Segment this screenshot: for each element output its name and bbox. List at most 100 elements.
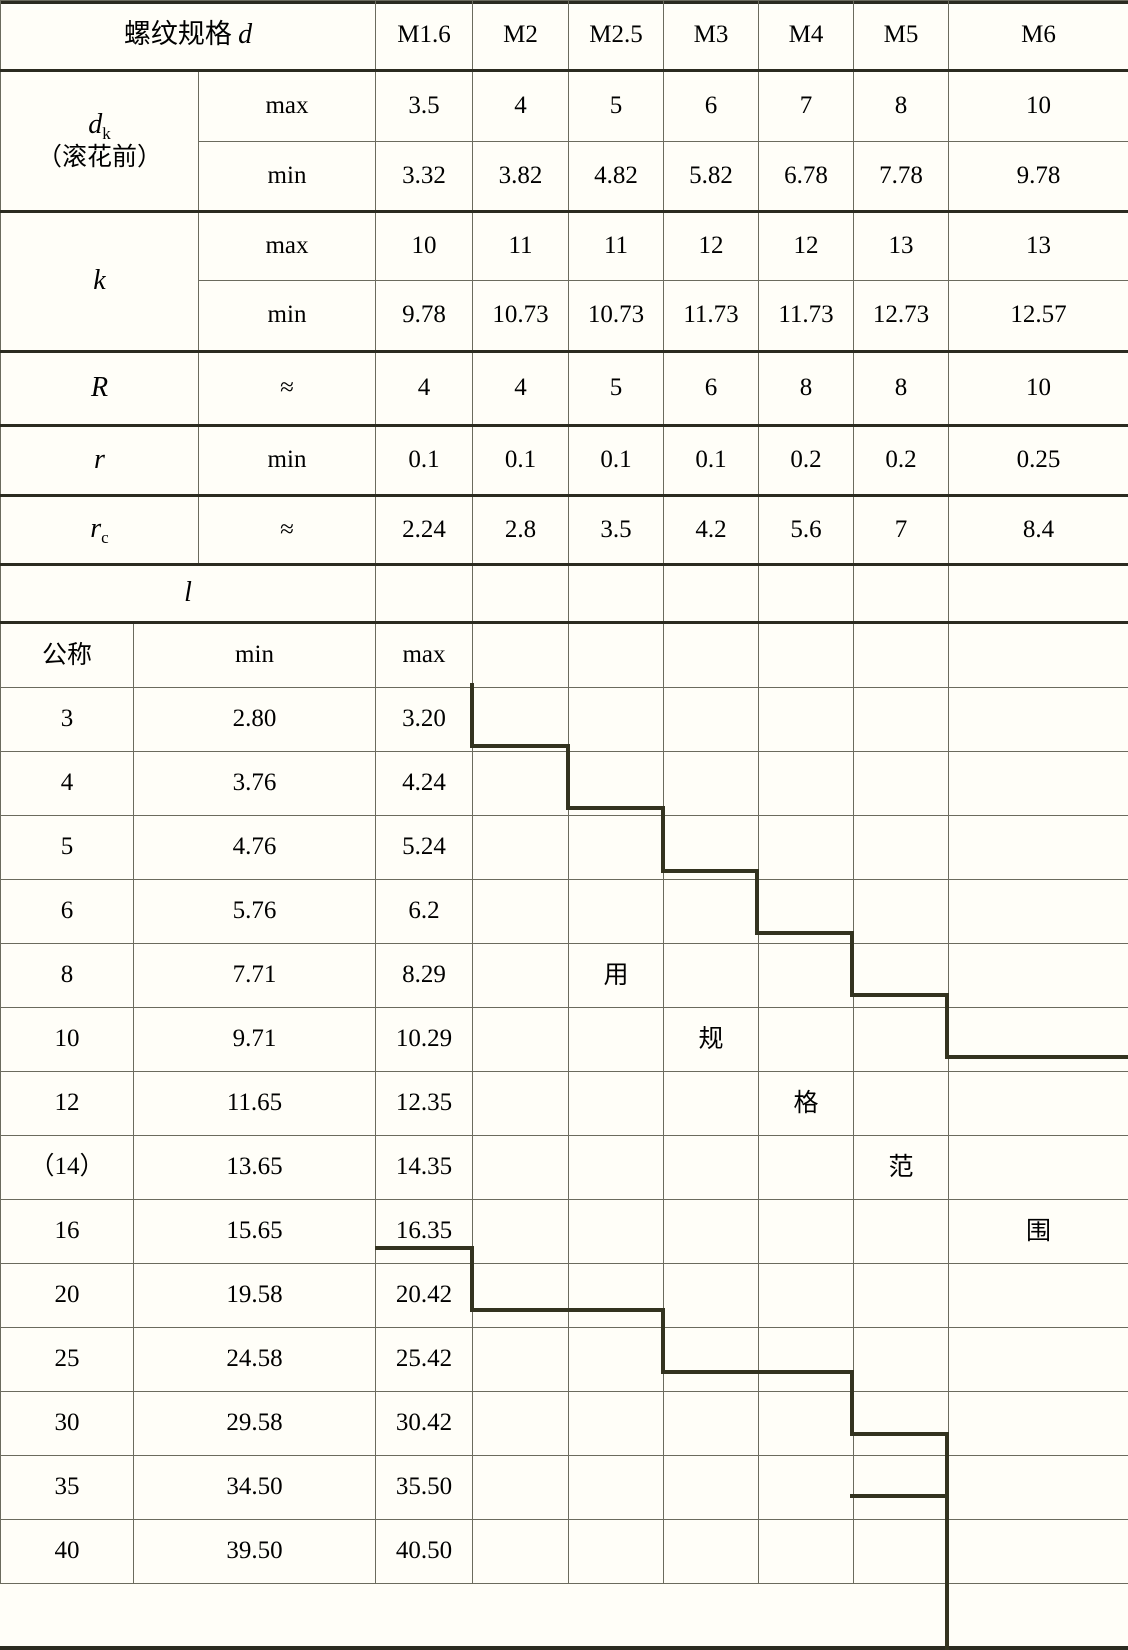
staircase-upper-seg-h-m25 bbox=[661, 869, 759, 873]
col-header-nominal: 公称 bbox=[0, 621, 134, 688]
value-dk-max-m16: 3.5 bbox=[375, 69, 474, 142]
value-k-min-m6: 12.57 bbox=[948, 280, 1128, 352]
table-row: k max 10 11 11 12 12 13 13 bbox=[0, 210, 1128, 352]
row-label-k: k bbox=[0, 210, 199, 352]
staircase-upper-seg-h-m16 bbox=[470, 744, 570, 748]
value-r-m5: 0.2 bbox=[853, 424, 950, 496]
value-rc-m3: 4.2 bbox=[663, 494, 760, 565]
length-min: 4.76 bbox=[132, 815, 377, 880]
blank-cell bbox=[663, 621, 760, 688]
range-grid-cell bbox=[472, 1455, 570, 1520]
value-dk-max-m6: 10 bbox=[948, 69, 1128, 142]
range-grid-cell bbox=[758, 1135, 855, 1200]
value-rc-m6: 8.4 bbox=[948, 494, 1128, 565]
length-max: 3.20 bbox=[375, 687, 474, 752]
range-grid-cell bbox=[948, 815, 1128, 880]
range-grid-cell bbox=[853, 751, 950, 816]
staircase-lower-seg-v-m25 bbox=[661, 1308, 665, 1374]
value-R-m3: 6 bbox=[663, 350, 760, 426]
range-grid-cell bbox=[663, 1199, 760, 1264]
range-grid-cell bbox=[568, 1455, 665, 1520]
value-rc-m25: 3.5 bbox=[568, 494, 665, 565]
table-row: R ≈ 4 4 5 6 8 8 10 bbox=[0, 350, 1128, 426]
range-grid-cell bbox=[472, 1519, 570, 1584]
range-grid-cell bbox=[758, 1263, 855, 1328]
blank-cell bbox=[948, 621, 1128, 688]
value-k-max-m25: 11 bbox=[568, 210, 665, 281]
col-header-min: min bbox=[132, 621, 377, 688]
length-row: 12 11.65 12.35 格 bbox=[0, 1071, 1128, 1136]
row-label-k-sym: k bbox=[93, 265, 106, 297]
value-dk-min-m5: 7.78 bbox=[853, 141, 950, 212]
range-grid-cell bbox=[663, 1263, 760, 1328]
range-grid-cell bbox=[853, 1007, 950, 1072]
range-grid-cell bbox=[472, 1071, 570, 1136]
length-nominal: 10 bbox=[0, 1007, 134, 1072]
range-grid-cell bbox=[472, 687, 570, 752]
length-row: 25 24.58 25.42 bbox=[0, 1327, 1128, 1392]
length-min: 2.80 bbox=[132, 687, 377, 752]
row-label-dk: dk （滚花前） bbox=[0, 69, 199, 212]
table-row: 螺纹规格 d M1.6 M2 M2.5 M3 M4 M5 M6 bbox=[0, 0, 1128, 71]
size-header-m6: M6 bbox=[948, 0, 1128, 71]
value-R-m2: 4 bbox=[472, 350, 570, 426]
range-annotation-char: 格 bbox=[758, 1071, 855, 1136]
qualifier-k-max: max bbox=[197, 210, 377, 281]
length-max: 8.29 bbox=[375, 943, 474, 1008]
range-grid-cell bbox=[948, 1519, 1128, 1584]
value-rc-m16: 2.24 bbox=[375, 494, 474, 565]
staircase-lower-seg-v-m5 bbox=[945, 1432, 949, 1498]
blank-cell bbox=[948, 563, 1128, 623]
range-grid-cell bbox=[853, 1519, 950, 1584]
row-label-dk-sym: d bbox=[88, 108, 103, 140]
value-dk-min-m6: 9.78 bbox=[948, 141, 1128, 212]
value-k-min-m25: 10.73 bbox=[568, 280, 665, 352]
range-grid-cell bbox=[948, 1007, 1128, 1072]
range-grid-cell bbox=[948, 1135, 1128, 1200]
range-grid-cell bbox=[568, 815, 665, 880]
size-header-m16: M1.6 bbox=[375, 0, 474, 71]
staircase-lower-seg-h-m4 bbox=[850, 1432, 949, 1436]
length-max: 30.42 bbox=[375, 1391, 474, 1456]
length-row: 5 4.76 5.24 bbox=[0, 815, 1128, 880]
range-grid-cell bbox=[758, 943, 855, 1008]
range-grid-cell bbox=[853, 879, 950, 944]
length-min: 24.58 bbox=[132, 1327, 377, 1392]
value-R-m25: 5 bbox=[568, 350, 665, 426]
value-rc-m4: 5.6 bbox=[758, 494, 855, 565]
staircase-lower-seg-v-m3 bbox=[850, 1370, 854, 1436]
value-k-min-m3: 11.73 bbox=[663, 280, 760, 352]
staircase-upper-seg-v-m25 bbox=[661, 806, 665, 873]
range-grid-cell bbox=[663, 1071, 760, 1136]
length-min: 9.71 bbox=[132, 1007, 377, 1072]
range-grid-cell bbox=[472, 751, 570, 816]
header-thread-spec: 螺纹规格 d bbox=[0, 0, 377, 71]
length-nominal: 8 bbox=[0, 943, 134, 1008]
length-nominal: 40 bbox=[0, 1519, 134, 1584]
staircase-lower-seg-v-m16 bbox=[470, 1246, 474, 1312]
qualifier-dk-max: max bbox=[197, 69, 377, 142]
row-label-R-sym: R bbox=[90, 372, 109, 404]
length-nominal: 35 bbox=[0, 1455, 134, 1520]
length-row: 3 2.80 3.20 bbox=[0, 687, 1128, 752]
range-grid-cell bbox=[568, 879, 665, 944]
range-grid-cell bbox=[758, 1199, 855, 1264]
staircase-upper-seg-h-m4 bbox=[850, 993, 949, 997]
table-row: rc ≈ 2.24 2.8 3.5 4.2 5.6 7 8.4 bbox=[0, 494, 1128, 565]
length-nominal: 30 bbox=[0, 1391, 134, 1456]
staircase-upper-seg-h-m2 bbox=[566, 806, 665, 810]
qualifier-R-approx: ≈ bbox=[197, 350, 377, 426]
staircase-upper-seg-v-m3 bbox=[755, 869, 759, 935]
range-grid-cell bbox=[472, 879, 570, 944]
range-grid-cell bbox=[853, 1327, 950, 1392]
length-nominal: 25 bbox=[0, 1327, 134, 1392]
length-row: （14） 13.65 14.35 范 bbox=[0, 1135, 1128, 1200]
staircase-upper-seg-v-m16 bbox=[470, 683, 474, 748]
value-k-min-m4: 11.73 bbox=[758, 280, 855, 352]
range-grid-cell bbox=[758, 1455, 855, 1520]
blank-cell bbox=[472, 563, 570, 623]
range-grid-cell bbox=[948, 1455, 1128, 1520]
length-row: 6 5.76 6.2 bbox=[0, 879, 1128, 944]
row-label-rc-sym: r bbox=[90, 512, 102, 544]
